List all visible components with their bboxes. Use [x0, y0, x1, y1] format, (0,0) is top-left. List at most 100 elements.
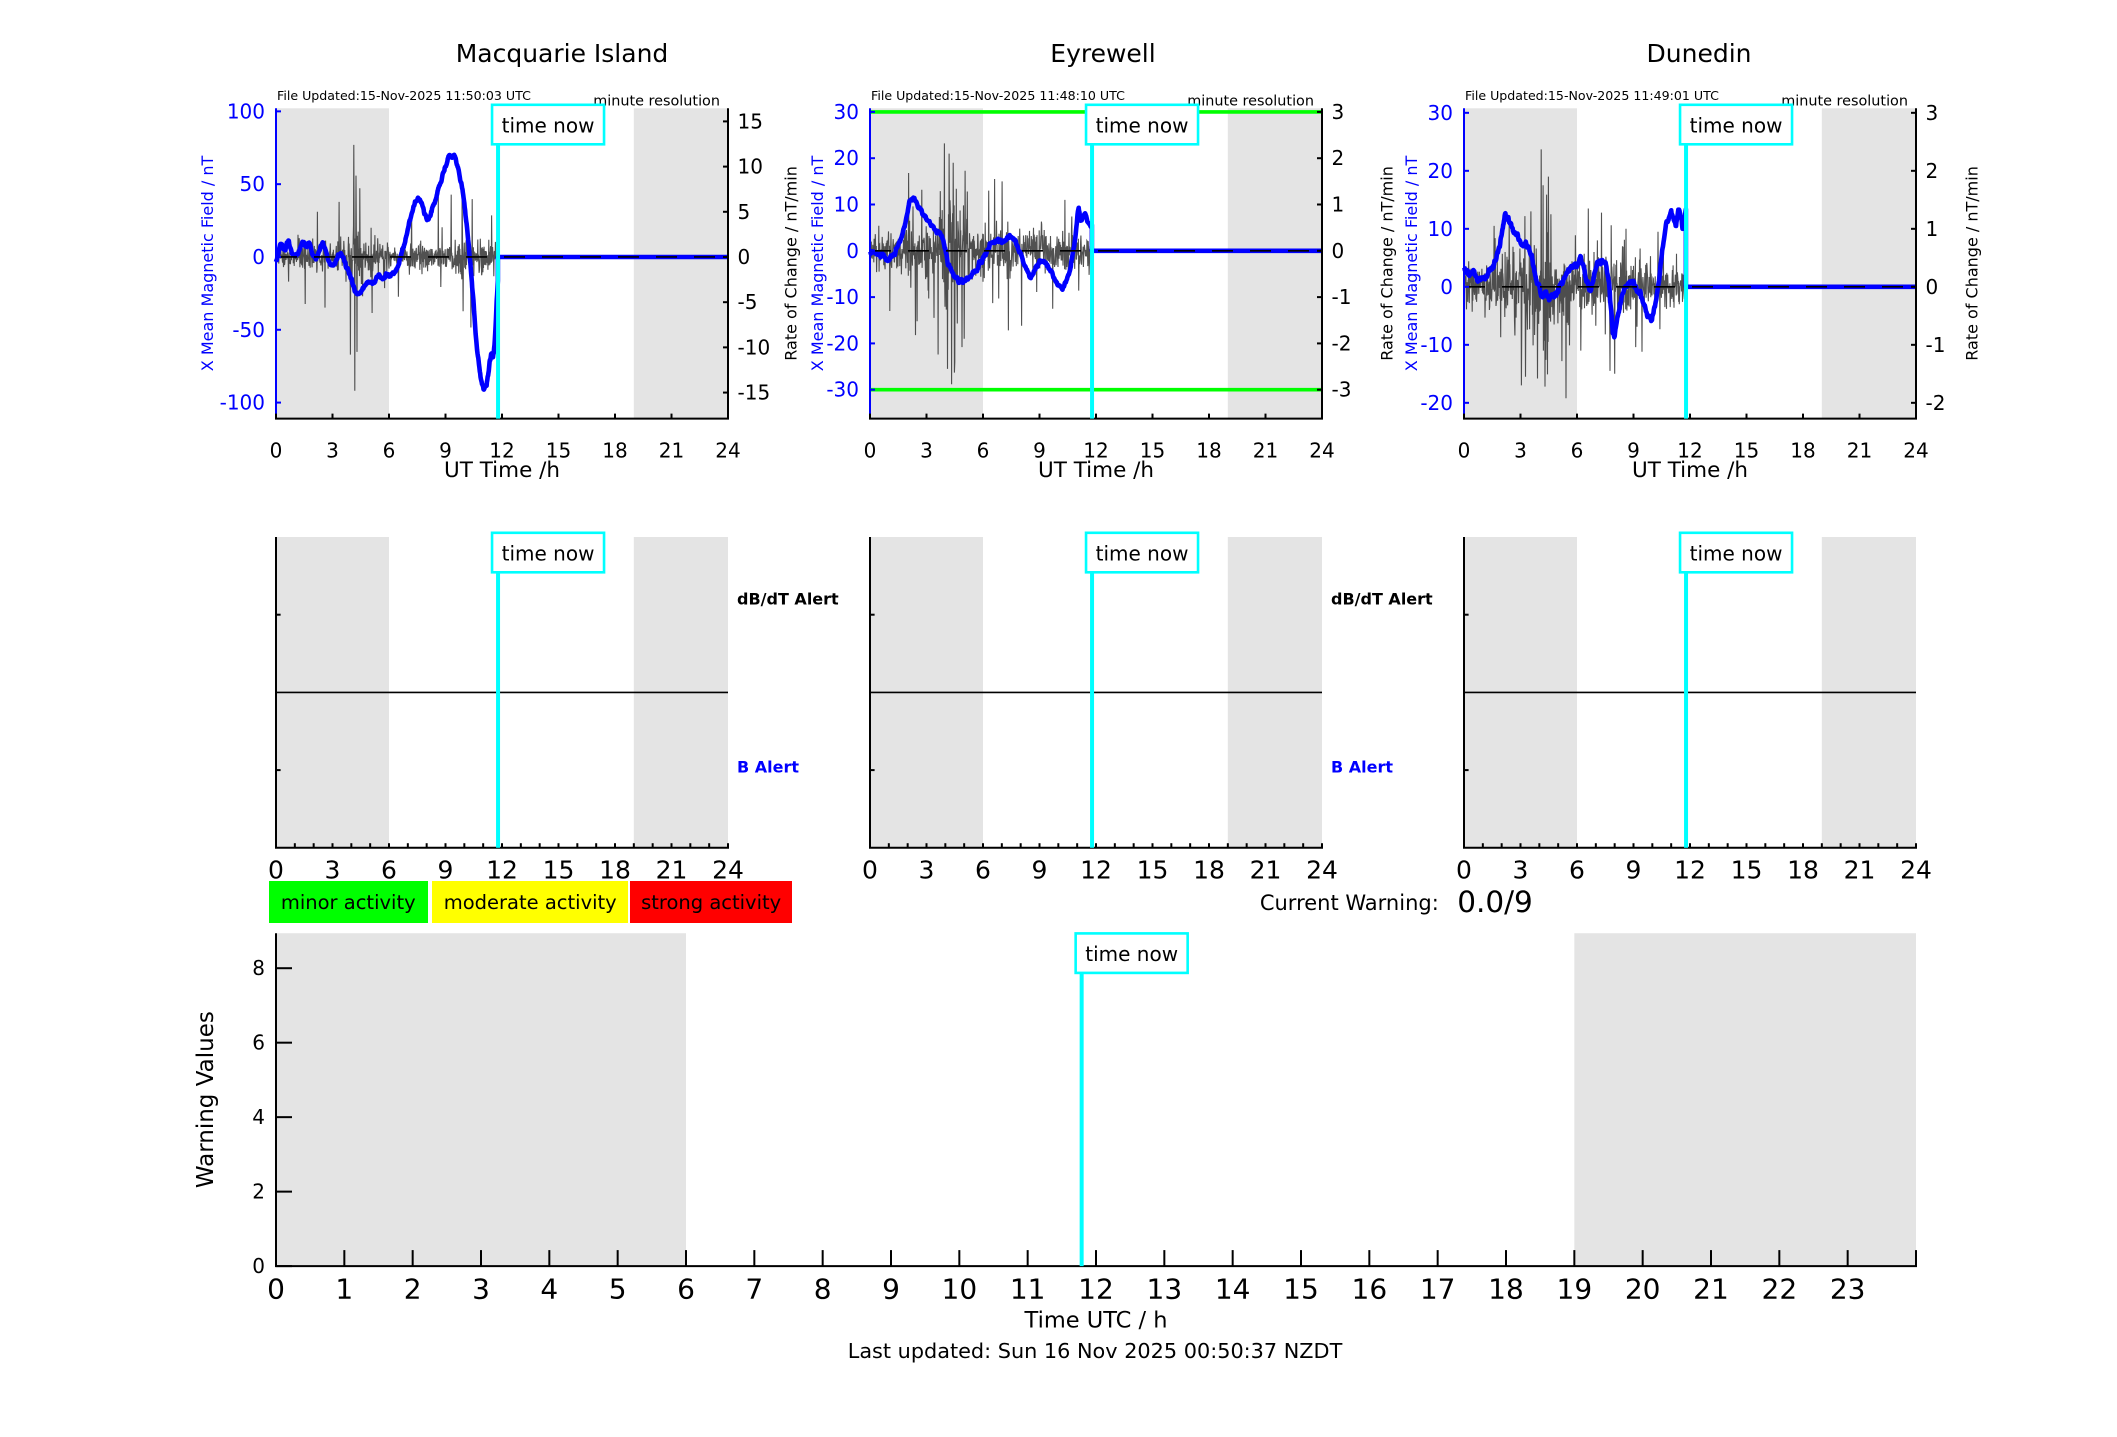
legend-minor-activity-label: minor activity [280, 890, 416, 914]
x-tick-label-alert-dunedin: 6 [1569, 856, 1585, 885]
x-tick-label-eyrewell: 12 [1083, 439, 1108, 463]
left-tick-label-macquarie-island: -100 [220, 391, 265, 415]
right-tick-label-macquarie-island: 10 [738, 155, 763, 179]
right-tick-label-macquarie-island: -10 [738, 335, 771, 359]
x-tick-label-macquarie-island: 6 [383, 439, 396, 463]
file-updated-eyrewell: File Updated:15-Nov-2025 11:48:10 UTC [871, 88, 1125, 103]
night-shading-eyrewell-1 [1227, 108, 1322, 419]
x-tick-label-warning: 17 [1420, 1272, 1456, 1305]
magnetic-field-series-macquarie-island [273, 152, 728, 392]
right-tick-label-macquarie-island: 15 [738, 109, 763, 133]
left-tick-label-eyrewell: -20 [826, 331, 859, 355]
x-tick-label-warning: 15 [1283, 1272, 1319, 1305]
left-tick-label-eyrewell: 30 [834, 100, 859, 124]
x-tick-label-warning: 16 [1352, 1272, 1388, 1305]
rate-of-change-series-macquarie-island [275, 144, 499, 391]
night-shading-dunedin-1 [1821, 108, 1916, 419]
x-tick-label-warning: 7 [745, 1272, 763, 1305]
legend-moderate-activity-label: moderate activity [443, 890, 617, 914]
legend-strong-activity-label: strong activity [641, 890, 782, 914]
magnetic-field-series-eyrewell [868, 195, 1322, 293]
left-axis-label-dunedin: X Mean Magnetic Field / nT [1402, 155, 1421, 371]
x-tick-label-eyrewell: 9 [1033, 439, 1046, 463]
right-tick-label-eyrewell: -2 [1332, 331, 1352, 355]
x-tick-label-alert-eyrewell: 24 [1306, 856, 1338, 885]
b-alert-label-macquarie-island: B Alert [737, 758, 799, 777]
left-tick-label-eyrewell: 10 [834, 193, 859, 217]
x-tick-label-alert-macquarie-island: 3 [325, 856, 341, 885]
dbdt-alert-label-eyrewell: dB/dT Alert [1331, 590, 1433, 609]
x-tick-label-alert-dunedin: 18 [1787, 856, 1819, 885]
time-now-label-warning: time now [1085, 942, 1178, 966]
panel-title-macquarie-island: Macquarie Island [456, 39, 669, 68]
x-tick-label-dunedin: 15 [1734, 439, 1759, 463]
right-tick-label-macquarie-island: -5 [738, 290, 758, 314]
x-tick-label-eyrewell: 3 [920, 439, 933, 463]
rate-of-change-series-dunedin [1463, 149, 1687, 399]
legend-minor-activity: minor activity [268, 881, 428, 923]
left-tick-label-eyrewell: -30 [826, 378, 859, 402]
x-tick-label-dunedin: 3 [1514, 439, 1527, 463]
time-now-box-warning [1074, 932, 1189, 975]
warning-values-panel: 0 1 2 3 4 5 6 7 8 9 10 11 12 13 14 15 16 17 18 19 20 21 22 2302… [193, 932, 1917, 1334]
current-warning-label: Current Warning: [1259, 890, 1439, 915]
x-tick-label-warning: 21 [1693, 1272, 1729, 1305]
right-tick-label-macquarie-island: 5 [738, 200, 751, 224]
x-tick-label-alert-eyrewell: 18 [1193, 856, 1225, 885]
legend-moderate-activity: moderate activity [432, 881, 629, 923]
x-tick-label-warning: 2 [404, 1272, 422, 1305]
right-axis-label-eyrewell: Rate of Change / nT/min [1378, 166, 1397, 361]
x-tick-label-warning: 13 [1147, 1272, 1183, 1305]
right-tick-label-eyrewell: -3 [1332, 378, 1352, 402]
station-panel-macquarie-island: 0 3 6 9 12 15 18 21 24-100-50050100-15-10-505101… [198, 39, 801, 483]
time-utc-axis-label: Time UTC / h [1024, 1308, 1168, 1334]
x-tick-label-alert-macquarie-island: 6 [381, 856, 397, 885]
alert-panel-eyrewell: 0 3 6 9 12 15 18 21 24 dB/dT Alert B Alert time now [862, 531, 1433, 885]
time-now-box-station-dunedin [1678, 103, 1794, 146]
y-tick-label-warning: 0 [252, 1254, 265, 1278]
magnetic-field-series-dunedin [1462, 206, 1916, 340]
x-tick-label-dunedin: 9 [1627, 439, 1640, 463]
station-panel-dunedin: 0 3 6 9 12 15 18 21 24-20-100102030-2-10123Duned… [1402, 39, 1982, 483]
x-tick-label-macquarie-island: 24 [715, 439, 740, 463]
x-tick-label-macquarie-island: 15 [546, 439, 571, 463]
right-tick-label-dunedin: 3 [1926, 101, 1939, 125]
time-now-box-alert-macquarie-island [490, 531, 606, 574]
x-tick-label-dunedin: 18 [1790, 439, 1815, 463]
file-updated-dunedin: File Updated:15-Nov-2025 11:49:01 UTC [1465, 88, 1719, 103]
x-tick-label-warning: 11 [1010, 1272, 1046, 1305]
x-tick-label-warning: 5 [609, 1272, 627, 1305]
x-tick-label-dunedin: 24 [1903, 439, 1928, 463]
x-tick-label-macquarie-island: 0 [270, 439, 283, 463]
x-tick-label-macquarie-island: 12 [489, 439, 514, 463]
night-shading-warning-0 [276, 933, 686, 1267]
time-now-label-alert-macquarie-island: time now [502, 542, 595, 566]
x-tick-label-warning: 10 [942, 1272, 978, 1305]
x-tick-label-alert-eyrewell: 21 [1250, 856, 1282, 885]
x-axis-label-macquarie-island: UT Time /h [444, 458, 560, 483]
x-tick-label-macquarie-island: 3 [326, 439, 339, 463]
x-tick-label-warning: 19 [1557, 1272, 1593, 1305]
left-tick-label-dunedin: 30 [1428, 101, 1453, 125]
x-tick-label-alert-macquarie-island: 0 [268, 856, 284, 885]
current-warning-value: 0.0/9 [1457, 884, 1533, 919]
left-tick-label-dunedin: -10 [1420, 333, 1453, 357]
x-tick-label-warning: 3 [472, 1272, 490, 1305]
right-tick-label-eyrewell: 2 [1332, 146, 1345, 170]
x-tick-label-warning: 6 [677, 1272, 695, 1305]
file-updated-macquarie-island: File Updated:15-Nov-2025 11:50:03 UTC [277, 88, 531, 103]
x-tick-label-macquarie-island: 18 [602, 439, 627, 463]
x-tick-label-alert-macquarie-island: 15 [543, 856, 575, 885]
alert-panel-dunedin: 0 3 6 9 12 15 18 21 24 time now [1456, 531, 1932, 885]
minute-resolution-note-eyrewell: minute resolution [1187, 94, 1314, 110]
minute-resolution-note-dunedin: minute resolution [1781, 94, 1908, 110]
time-now-label-station-macquarie-island: time now [502, 114, 595, 138]
time-now-label-station-eyrewell: time now [1096, 114, 1189, 138]
time-now-box-station-eyrewell [1084, 103, 1200, 146]
y-tick-label-warning: 4 [252, 1105, 265, 1129]
x-tick-label-alert-macquarie-island: 9 [438, 856, 454, 885]
time-now-label-station-dunedin: time now [1690, 114, 1783, 138]
x-tick-label-alert-dunedin: 15 [1731, 856, 1763, 885]
x-axis-label-eyrewell: UT Time /h [1038, 458, 1154, 483]
